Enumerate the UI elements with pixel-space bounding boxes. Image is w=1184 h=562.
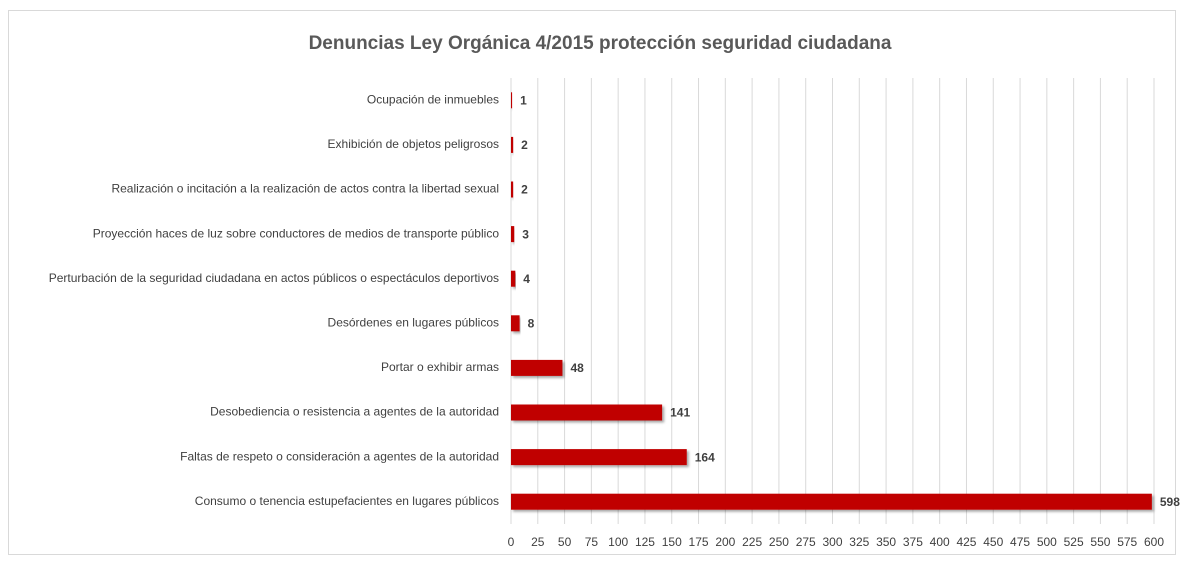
- bar: [511, 270, 516, 287]
- x-tick-label: 275: [796, 535, 816, 549]
- y-tick-label: Portar o exhibir armas: [381, 360, 499, 374]
- x-tick-label: 225: [742, 535, 762, 549]
- value-label: 141: [670, 406, 690, 420]
- y-tick-label: Desórdenes en lugares públicos: [328, 315, 499, 329]
- x-tick-label: 300: [822, 535, 842, 549]
- value-label: 598: [1160, 495, 1180, 509]
- bar: [511, 449, 687, 466]
- value-label: 164: [695, 450, 715, 464]
- value-label: 1: [520, 93, 527, 107]
- x-tick-label: 450: [983, 535, 1003, 549]
- y-tick-label: Perturbación de la seguridad ciudadana e…: [49, 271, 499, 285]
- x-tick-label: 500: [1037, 535, 1057, 549]
- x-tick-label: 350: [876, 535, 896, 549]
- bar: [511, 404, 663, 421]
- bar: [511, 136, 514, 153]
- x-tick-label: 575: [1117, 535, 1137, 549]
- x-tick-label: 25: [531, 535, 545, 549]
- bar: [511, 226, 515, 243]
- value-label: 2: [521, 138, 528, 152]
- x-tick-label: 200: [715, 535, 735, 549]
- x-tick-label: 325: [849, 535, 869, 549]
- x-tick-label: 75: [585, 535, 599, 549]
- bar: [511, 92, 513, 109]
- marks: Ocupación de inmuebles 1 Exhibición de obj…: [49, 92, 1180, 510]
- value-label: 8: [528, 316, 535, 330]
- value-label: 2: [521, 183, 528, 197]
- y-tick-label: Exhibición de objetos peligrosos: [328, 137, 499, 151]
- bar: [511, 359, 563, 376]
- chart-title: Denuncias Ley Orgánica 4/2015 protección…: [309, 33, 892, 54]
- y-tick-label: Realización o incitación a la realizació…: [111, 182, 499, 196]
- y-tick-label: Desobediencia o resistencia a agentes de…: [210, 405, 499, 419]
- x-tick-label: 0: [508, 535, 515, 549]
- x-tick-label: 250: [769, 535, 789, 549]
- bar: [511, 493, 1152, 510]
- value-label: 48: [570, 361, 584, 375]
- value-label: 4: [523, 272, 530, 286]
- x-tick-label: 425: [956, 535, 976, 549]
- x-tick-label: 600: [1144, 535, 1164, 549]
- y-tick-label: Ocupación de inmuebles: [367, 92, 499, 106]
- x-tick-label: 100: [608, 535, 628, 549]
- x-tick-label: 400: [930, 535, 950, 549]
- bar: [511, 315, 520, 332]
- bar: [511, 181, 514, 198]
- x-tick-label: 525: [1064, 535, 1084, 549]
- x-tick-label: 475: [1010, 535, 1030, 549]
- x-tick-label: 150: [662, 535, 682, 549]
- y-tick-label: Consumo o tenencia estupefacientes en lu…: [195, 494, 499, 508]
- y-tick-label: Proyección haces de luz sobre conductore…: [93, 226, 500, 240]
- x-tick-label: 375: [903, 535, 923, 549]
- y-tick-label: Faltas de respeto o consideración a agen…: [180, 449, 499, 463]
- x-tick-label: 50: [558, 535, 572, 549]
- x-tick-label: 550: [1090, 535, 1110, 549]
- x-tick-label: 175: [689, 535, 709, 549]
- value-label: 3: [522, 227, 529, 241]
- x-tick-label: 125: [635, 535, 655, 549]
